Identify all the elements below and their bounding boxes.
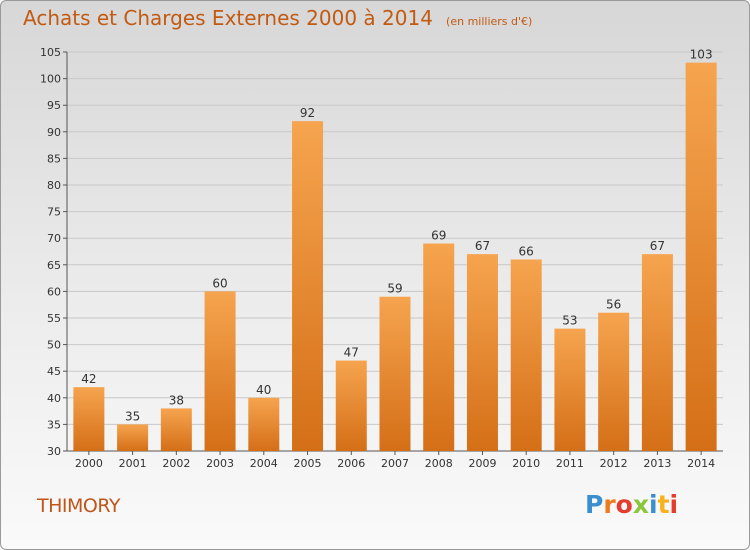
x-tick-label: 2008 xyxy=(425,457,453,470)
value-label: 66 xyxy=(519,244,534,258)
value-label: 103 xyxy=(690,48,713,62)
y-tick-label: 80 xyxy=(47,179,61,192)
value-label: 59 xyxy=(387,282,402,296)
bar-2006 xyxy=(335,360,367,451)
x-tick-label: 2003 xyxy=(206,457,234,470)
logo-letter: x xyxy=(632,490,649,519)
logo-letter: i xyxy=(669,490,679,519)
bar-2011 xyxy=(554,328,586,451)
x-tick-label: 2007 xyxy=(381,457,409,470)
x-tick-label: 2004 xyxy=(250,457,278,470)
value-label: 42 xyxy=(81,372,96,386)
proxiti-logo: Proxiti xyxy=(585,490,678,519)
value-label: 47 xyxy=(344,346,359,360)
bar-2012 xyxy=(598,312,630,451)
value-label: 60 xyxy=(212,276,227,290)
value-label: 92 xyxy=(300,106,315,120)
chart-subtitle: (en milliers d'€) xyxy=(446,15,533,28)
bar-2010 xyxy=(510,259,542,451)
y-tick-label: 45 xyxy=(47,365,61,378)
bar-2009 xyxy=(466,254,498,451)
y-tick-label: 40 xyxy=(47,392,61,405)
y-tick-label: 55 xyxy=(47,312,61,325)
y-tick-label: 30 xyxy=(47,445,61,458)
x-tick-label: 2006 xyxy=(337,457,365,470)
value-label: 69 xyxy=(431,229,446,243)
x-tick-label: 2012 xyxy=(600,457,628,470)
bar-2005 xyxy=(292,121,324,451)
value-label: 56 xyxy=(606,298,621,312)
x-tick-label: 2001 xyxy=(119,457,147,470)
y-tick-label: 95 xyxy=(47,99,61,112)
x-tick-label: 2009 xyxy=(468,457,496,470)
value-label: 35 xyxy=(125,409,140,423)
y-tick-label: 65 xyxy=(47,259,61,272)
y-tick-label: 105 xyxy=(40,46,61,59)
value-label: 67 xyxy=(650,239,665,253)
x-tick-label: 2013 xyxy=(643,457,671,470)
value-label: 38 xyxy=(169,393,184,407)
bar-2003 xyxy=(204,291,236,451)
x-tick-label: 2000 xyxy=(75,457,103,470)
bar-2007 xyxy=(379,296,411,451)
bar-2013 xyxy=(641,254,673,451)
logo-letter: o xyxy=(615,490,633,519)
logo-letter: t xyxy=(657,490,670,519)
bar-2001 xyxy=(117,424,149,451)
x-tick-label: 2005 xyxy=(294,457,322,470)
value-label: 40 xyxy=(256,383,271,397)
commune-name: THIMORY xyxy=(37,495,120,517)
y-tick-label: 50 xyxy=(47,339,61,352)
bar-2008 xyxy=(423,243,455,451)
x-tick-label: 2002 xyxy=(162,457,190,470)
x-tick-label: 2014 xyxy=(687,457,715,470)
logo-letter: i xyxy=(649,490,658,519)
y-tick-label: 75 xyxy=(47,206,61,219)
title-row: Achats et Charges Externes 2000 à 2014 (… xyxy=(23,6,532,30)
x-tick-label: 2011 xyxy=(556,457,584,470)
y-tick-label: 100 xyxy=(40,73,61,86)
value-label: 67 xyxy=(475,239,490,253)
y-tick-label: 90 xyxy=(47,126,61,139)
bar-2000 xyxy=(73,387,105,451)
y-tick-label: 70 xyxy=(47,232,61,245)
y-tick-label: 60 xyxy=(47,285,61,298)
bar-2004 xyxy=(248,397,280,451)
bar-2002 xyxy=(160,408,192,451)
bars xyxy=(73,62,717,451)
logo-letter: r xyxy=(603,490,616,519)
x-tick-label: 2010 xyxy=(512,457,540,470)
value-label: 53 xyxy=(562,314,577,328)
logo-letter: P xyxy=(585,490,604,519)
bar-2014 xyxy=(685,62,717,451)
labels: 42 2000 35 2001 38 2002 60 2003 40 2004 92 2005 47 20… xyxy=(75,48,715,470)
y-tick-label: 35 xyxy=(47,418,61,431)
y-tick-label: 85 xyxy=(47,152,61,165)
chart-title: Achats et Charges Externes 2000 à 2014 xyxy=(23,6,433,30)
